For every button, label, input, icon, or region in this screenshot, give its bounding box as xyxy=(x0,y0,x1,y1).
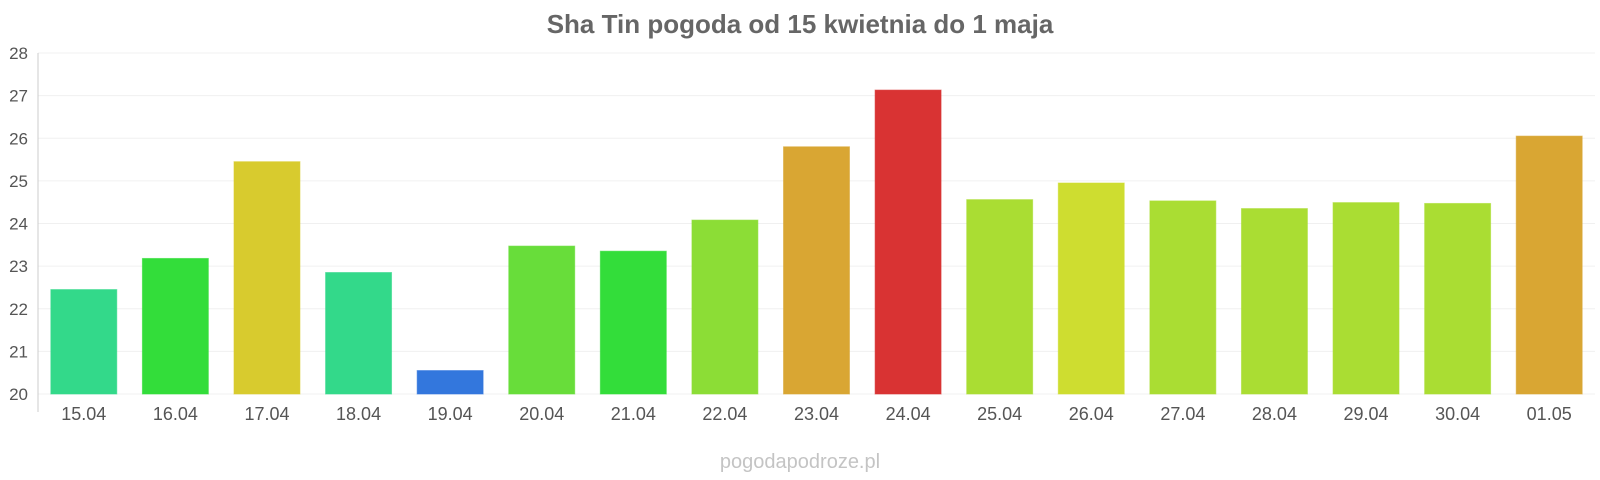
bar-01.05 xyxy=(1515,135,1583,395)
x-tick-label: 19.04 xyxy=(428,404,473,424)
x-tick-label: 17.04 xyxy=(244,404,289,424)
bar-29.04 xyxy=(1332,202,1400,395)
bar-15.04 xyxy=(50,289,118,395)
x-tick-label: 20.04 xyxy=(519,404,564,424)
bar-24.04 xyxy=(874,89,942,395)
y-tick-label: 21 xyxy=(9,342,28,361)
y-tick-label: 28 xyxy=(9,44,28,63)
bar-17.04 xyxy=(233,161,301,395)
bar-21.04 xyxy=(599,250,667,395)
bar-25.04 xyxy=(966,199,1034,395)
y-axis-ticks: 20 21 22 23 24 25 26 27 28 xyxy=(9,44,28,404)
x-tick-label: 23.04 xyxy=(794,404,839,424)
x-tick-label: 24.04 xyxy=(886,404,931,424)
chart-title: Sha Tin pogoda od 15 kwietnia do 1 maja xyxy=(547,9,1054,39)
site-credit: pogodapodroze.pl xyxy=(720,451,880,473)
x-tick-label: 22.04 xyxy=(702,404,747,424)
x-tick-label: 15.04 xyxy=(61,404,106,424)
x-tick-label: 27.04 xyxy=(1160,404,1205,424)
x-tick-label: 25.04 xyxy=(977,404,1022,424)
x-tick-label: 21.04 xyxy=(611,404,656,424)
x-tick-label: 29.04 xyxy=(1344,404,1389,424)
bar-27.04 xyxy=(1149,200,1217,395)
x-axis-ticks: 15.04 16.04 17.04 18.04 19.04 20.04 21.04 22.04… xyxy=(61,404,1571,424)
y-tick-label: 24 xyxy=(9,215,28,234)
bar-22.04 xyxy=(691,219,759,395)
y-tick-label: 23 xyxy=(9,257,28,276)
bar-28.04 xyxy=(1240,208,1308,395)
x-tick-label: 16.04 xyxy=(153,404,198,424)
y-tick-label: 22 xyxy=(9,300,28,319)
bar-16.04 xyxy=(141,257,209,395)
bar-20.04 xyxy=(508,245,576,395)
bar-19.04 xyxy=(416,370,484,395)
y-tick-label: 27 xyxy=(9,87,28,106)
y-tick-label: 26 xyxy=(9,129,28,148)
y-tick-label: 25 xyxy=(9,172,28,191)
x-tick-label: 01.05 xyxy=(1527,404,1572,424)
bar-30.04 xyxy=(1424,202,1492,395)
x-tick-label: 26.04 xyxy=(1069,404,1114,424)
bar-23.04 xyxy=(783,146,850,395)
bar-18.04 xyxy=(325,272,393,395)
x-tick-label: 28.04 xyxy=(1252,404,1297,424)
y-tick-label: 20 xyxy=(9,385,28,404)
x-tick-label: 30.04 xyxy=(1435,404,1480,424)
bar-26.04 xyxy=(1057,182,1125,395)
x-tick-label: 18.04 xyxy=(336,404,381,424)
bars xyxy=(50,89,1583,395)
